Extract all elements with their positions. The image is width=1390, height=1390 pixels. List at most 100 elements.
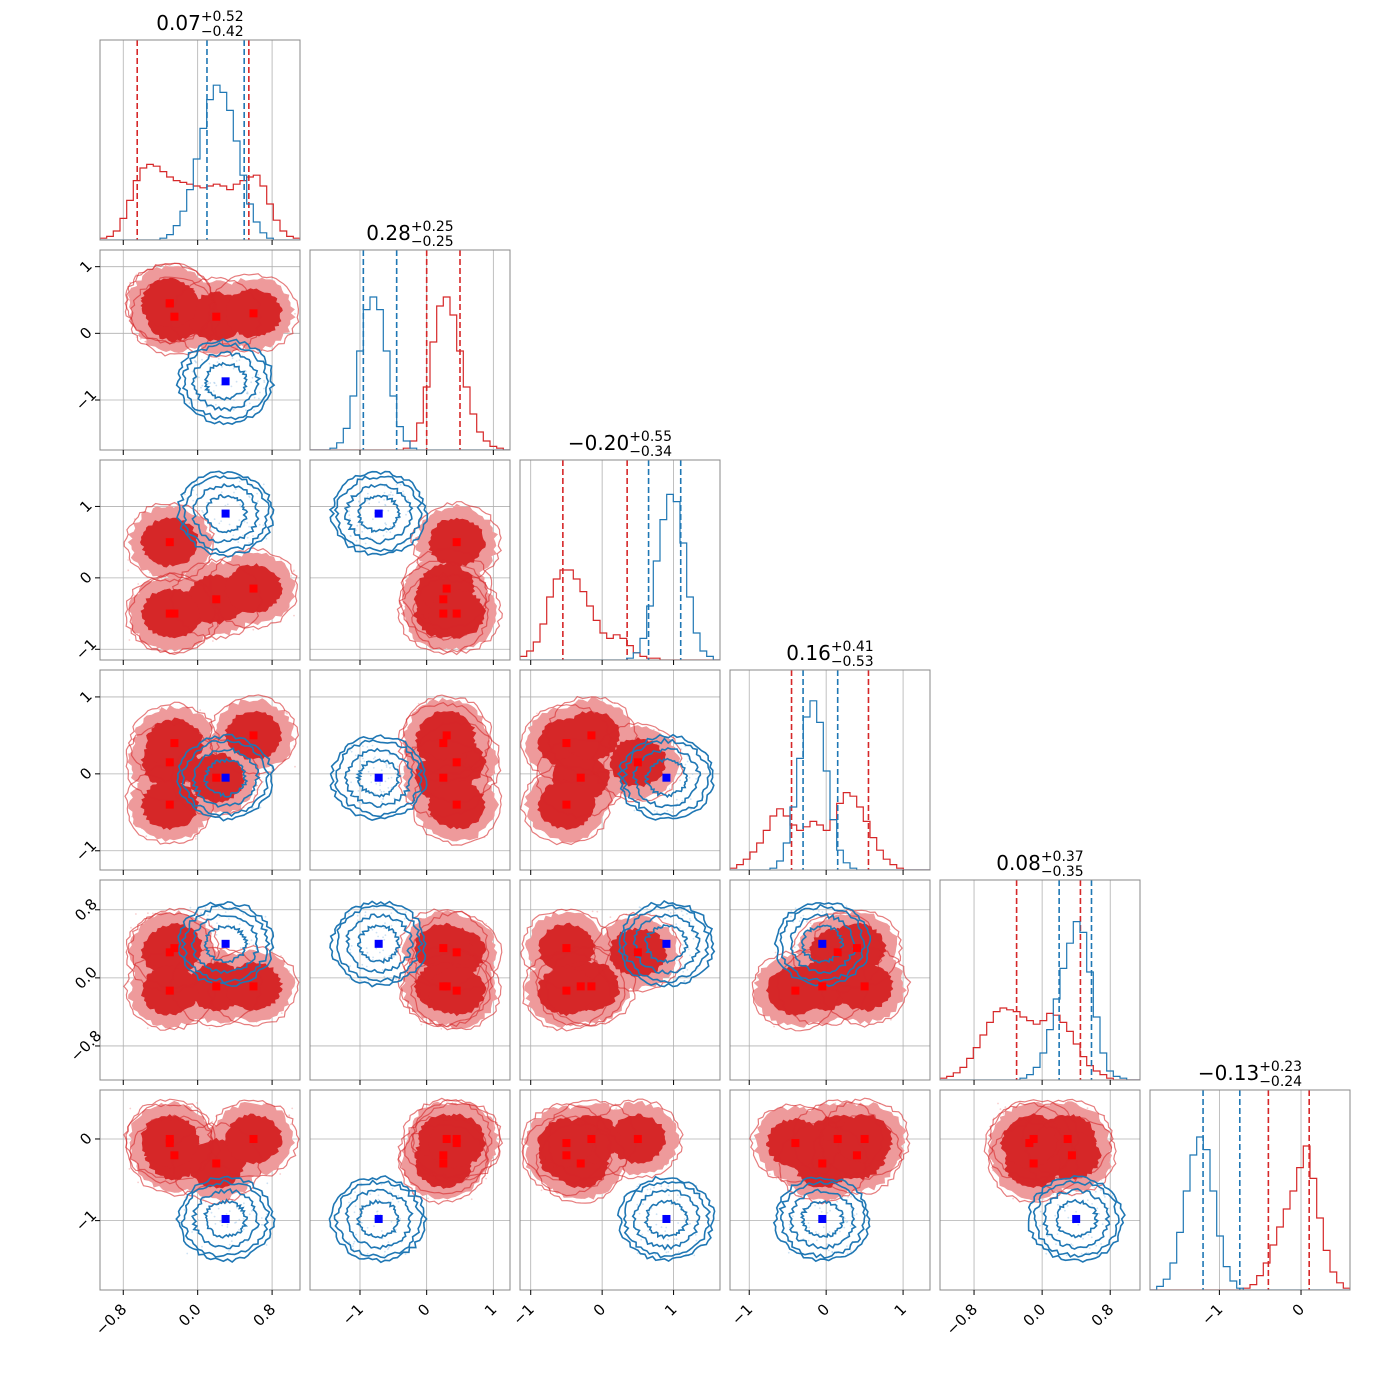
blue-sample-point: [1087, 1234, 1090, 1236]
red-mode-marker: [587, 1134, 596, 1143]
red-mode-marker: [165, 1139, 174, 1148]
blue-sample-point: [228, 523, 231, 526]
blue-contour-line: [1027, 1175, 1126, 1263]
blue-sample-point: [248, 943, 251, 945]
blue-sample-point: [405, 513, 407, 516]
red-contour-line: [411, 721, 502, 803]
blue-sample-point: [365, 947, 368, 949]
blue-sample-point: [1104, 1196, 1106, 1198]
red-mode-marker: [587, 982, 596, 991]
blue-histogram-1: [310, 296, 510, 450]
red-mode-marker: [439, 944, 448, 953]
title-minus: −0.42: [201, 24, 244, 40]
blue-sample-point: [642, 1203, 644, 1206]
blue-sample-point: [371, 744, 374, 747]
red-mode-marker: [165, 299, 174, 308]
red-mode-marker: [442, 1134, 451, 1143]
red-contour-line: [410, 1102, 504, 1184]
blue-truth-marker: [818, 1214, 827, 1223]
blue-sample-point: [252, 807, 255, 809]
blue-sample-point: [262, 491, 265, 494]
blue-sample-point: [660, 1185, 663, 1188]
blue-sample-point: [692, 937, 695, 940]
blue-sample-point: [847, 1196, 849, 1198]
blue-sample-point: [369, 536, 372, 539]
blue-sample-point: [364, 911, 367, 914]
red-sample-point: [286, 712, 288, 715]
blue-sample-point: [683, 980, 685, 982]
title-plus: +0.25: [411, 219, 454, 235]
blue-sample-point: [196, 493, 198, 496]
blue-sample-point: [379, 789, 381, 791]
blue-sample-point: [246, 392, 249, 395]
red-mode-marker: [1029, 1159, 1038, 1168]
blue-sample-point: [686, 913, 688, 915]
blue-sample-point: [682, 914, 684, 917]
blue-contour-line: [177, 900, 275, 987]
title-plus: +0.55: [629, 429, 672, 445]
blue-sample-point: [257, 373, 259, 376]
blue-sample-point: [359, 1190, 362, 1193]
red-contour-lines: [520, 695, 684, 846]
blue-contour-line: [632, 913, 701, 975]
blue-sample-point: [680, 910, 683, 913]
blue-sample-point: [668, 788, 671, 790]
blue-truth-marker: [662, 773, 671, 782]
blue-sample-point: [363, 760, 366, 763]
blue-sample-point: [380, 1230, 383, 1232]
red-contour-line: [410, 1098, 502, 1180]
red-mode-marker: [439, 609, 448, 618]
blue-contour-line: [355, 758, 402, 798]
blue-sample-point: [673, 1238, 676, 1241]
red-mode-marker: [439, 1159, 448, 1168]
blue-sample-point: [366, 746, 369, 748]
blue-sample-point: [808, 1226, 811, 1229]
red-contour-line: [520, 704, 613, 785]
blue-sample-point: [789, 1226, 791, 1229]
blue-sample-point: [213, 1215, 216, 1218]
red-contour-line: [207, 694, 300, 775]
blue-sample-point: [253, 396, 256, 399]
blue-sample-point: [239, 505, 242, 508]
red-contour-line: [123, 950, 216, 1031]
red-sample-point: [208, 1027, 211, 1030]
blue-sample-point: [689, 954, 691, 957]
red-sample-point: [288, 1114, 291, 1117]
blue-sample-point: [384, 780, 387, 783]
red-mode-marker: [452, 538, 461, 547]
blue-sample-point: [259, 806, 262, 809]
panel-frame: [99, 1089, 301, 1291]
red-sample-point: [128, 1168, 131, 1170]
blue-sample-point: [251, 376, 254, 379]
panel-frame: [309, 249, 511, 451]
blue-sample-point: [252, 535, 254, 537]
red-contour-line: [127, 701, 220, 784]
blue-sample-point: [201, 1245, 203, 1248]
panel-frame: [309, 1089, 511, 1291]
red-sample-point: [290, 575, 292, 577]
red-sample-point: [1004, 1106, 1007, 1109]
red-sample-point: [417, 702, 420, 705]
title-plus: +0.41: [831, 639, 874, 655]
blue-sample-point: [669, 912, 672, 914]
blue-sample-point: [358, 1195, 361, 1198]
blue-sample-point: [389, 494, 392, 496]
red-contour-line: [397, 702, 490, 785]
red-mode-marker: [170, 312, 179, 321]
red-contour-line: [207, 945, 300, 1027]
blue-sample-point: [807, 1222, 810, 1224]
blue-sample-point: [394, 1228, 397, 1231]
blue-sample-point: [672, 807, 674, 810]
red-sample-point: [615, 1107, 618, 1110]
blue-sample-point: [235, 360, 238, 362]
blue-sample-point: [686, 760, 689, 763]
red-sample-point: [809, 922, 812, 925]
panel-frame: [729, 879, 931, 1081]
red-mode-marker: [791, 986, 800, 995]
red-sample-point: [198, 827, 201, 829]
blue-sample-point: [382, 936, 384, 939]
blue-sample-point: [361, 963, 364, 966]
title-median: 0.16: [786, 641, 831, 665]
blue-truth-marker: [221, 939, 230, 948]
blue-sample-point: [232, 408, 235, 411]
